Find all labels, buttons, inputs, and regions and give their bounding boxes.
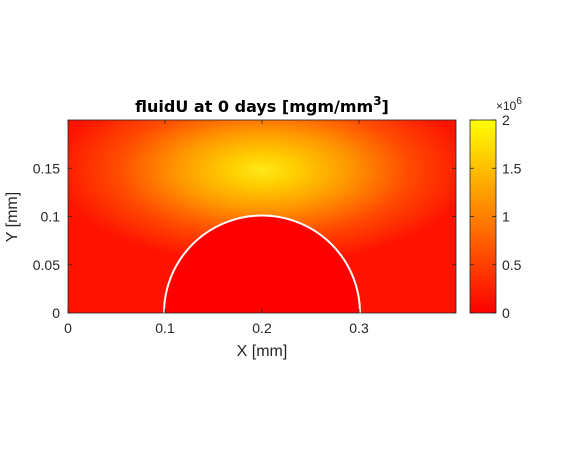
- colorbar-tick-label: 1.5: [502, 160, 522, 176]
- colorbar-tick-label: 0.5: [502, 257, 522, 273]
- y-axis: 0 0.05 0.1 0.15: [33, 160, 456, 321]
- x-tick-label: 0.1: [155, 320, 175, 336]
- x-axis-label: X [mm]: [237, 343, 288, 360]
- colorbar-exponent: ×106: [496, 96, 522, 113]
- colorbar: 0 0.5 1 1.5 2 ×106: [469, 96, 522, 321]
- colorbar-tick-label: 0: [502, 305, 510, 321]
- colorbar-gradient: [469, 119, 497, 314]
- inclusion-interior: [165, 216, 359, 313]
- x-axis: 0 0.1 0.2 0.3: [64, 120, 369, 336]
- x-tick-label: 0.2: [252, 320, 272, 336]
- colorbar-tick-label: 2: [502, 112, 510, 128]
- x-tick-label: 0: [64, 320, 72, 336]
- chart-title: fluidU at 0 days [mgm/mm3]: [135, 94, 389, 116]
- x-tick-label: 0.3: [349, 320, 369, 336]
- y-tick-label: 0.15: [33, 160, 60, 176]
- heatmap-field: [68, 120, 456, 313]
- colorbar-tick-label: 1: [502, 209, 510, 225]
- y-tick-label: 0.05: [33, 257, 60, 273]
- y-tick-label: 0: [52, 305, 60, 321]
- y-tick-label: 0.1: [41, 209, 61, 225]
- y-axis-label: Y [mm]: [4, 192, 21, 242]
- colorbar-ticks: 0 0.5 1 1.5 2: [470, 112, 522, 321]
